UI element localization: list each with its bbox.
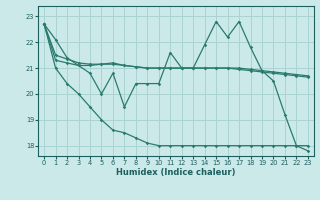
X-axis label: Humidex (Indice chaleur): Humidex (Indice chaleur)	[116, 168, 236, 177]
